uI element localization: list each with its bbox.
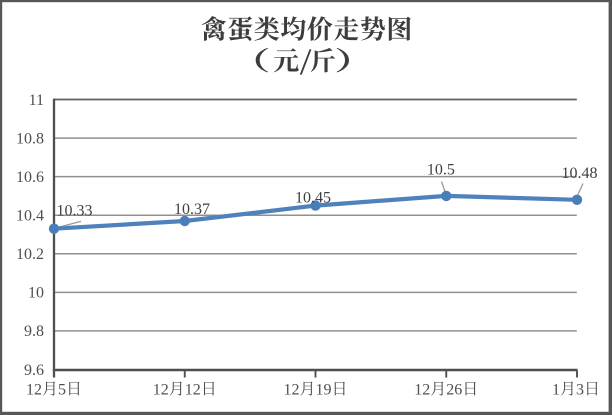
svg-text:10.37: 10.37	[174, 201, 210, 218]
svg-text:10.4: 10.4	[16, 208, 44, 225]
svg-text:10.2: 10.2	[16, 246, 44, 263]
svg-text:12: 12	[26, 381, 42, 398]
svg-text:1: 1	[552, 381, 560, 398]
svg-text:10.5: 10.5	[427, 162, 455, 179]
svg-text:12: 12	[185, 381, 201, 398]
svg-text:12: 12	[153, 381, 169, 398]
svg-text:11: 11	[29, 92, 44, 109]
svg-text:5: 5	[58, 381, 66, 398]
svg-text:10.33: 10.33	[57, 202, 93, 219]
svg-text:3: 3	[576, 381, 584, 398]
svg-text:9.8: 9.8	[24, 323, 44, 340]
svg-text:10.48: 10.48	[562, 165, 598, 182]
svg-text:9.6: 9.6	[24, 362, 44, 379]
svg-text:12: 12	[284, 381, 300, 398]
svg-text:10.45: 10.45	[295, 189, 331, 206]
svg-text:12: 12	[414, 381, 430, 398]
svg-text:10: 10	[28, 285, 44, 302]
svg-text:10.8: 10.8	[16, 130, 44, 147]
svg-text:10.6: 10.6	[16, 169, 44, 186]
svg-text:19: 19	[316, 381, 332, 398]
svg-text:26: 26	[446, 381, 462, 398]
